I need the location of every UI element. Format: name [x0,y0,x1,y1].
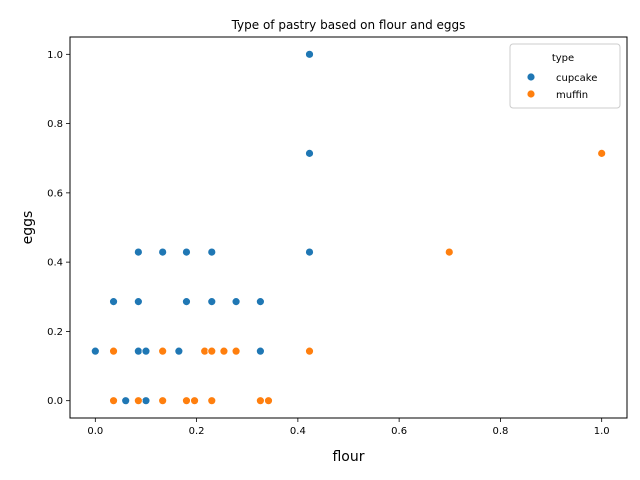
point-cupcake [255,297,265,307]
point-cupcake [133,346,143,356]
point-cupcake [305,247,314,257]
point-cupcake [182,297,191,307]
legend-label-muffin: muffin [556,90,588,101]
point-cupcake [255,346,265,356]
point-muffin [444,247,454,257]
point-muffin [305,346,314,356]
plot-area-frame [69,36,628,419]
y-tick-label: 0.2 [47,327,63,338]
point-muffin [190,396,199,406]
point-muffin [109,396,118,406]
x-tick-label: 0.6 [391,426,407,437]
point-muffin [219,346,229,356]
point-muffin [207,396,217,406]
point-muffin [231,346,241,356]
point-muffin [133,396,143,406]
point-muffin [264,396,273,406]
point-cupcake [231,297,241,307]
x-axis: 0.0 0.2 0.4 0.6 0.8 1.0 [87,418,610,437]
legend-marker-cupcake [526,72,536,82]
legend-label-cupcake: cupcake [556,73,597,84]
point-cupcake [133,297,143,307]
x-tick-label: 1.0 [594,426,610,437]
point-cupcake [207,247,217,257]
chart-title: Type of pastry based on flour and eggs [231,18,466,32]
point-cupcake [305,49,314,59]
legend-title: type [552,53,574,64]
point-cupcake [141,346,151,356]
point-cupcake [141,396,151,406]
point-muffin [255,396,265,406]
y-tick-label: 0.6 [47,188,63,199]
point-cupcake [305,148,314,158]
y-axis: 0.0 0.2 0.4 0.6 0.8 1.0 [47,50,70,407]
legend: type cupcake muffin [509,43,621,109]
point-muffin [597,148,607,158]
point-cupcake [90,346,100,356]
point-cupcake [109,297,118,307]
point-cupcake [158,247,168,257]
y-axis-label: eggs [20,211,36,245]
point-muffin [158,346,168,356]
point-cupcake [207,297,217,307]
legend-marker-muffin [526,89,536,99]
point-cupcake [182,247,191,257]
y-tick-label: 0.4 [47,258,63,269]
x-tick-label: 0.8 [492,426,508,437]
point-cupcake [121,396,131,406]
point-muffin [109,346,118,356]
point-muffin [158,396,168,406]
point-cupcake [133,247,143,257]
point-cupcake [174,346,184,356]
x-tick-label: 0.0 [87,426,103,437]
y-tick-label: 0.0 [47,396,63,407]
data-points [90,49,607,406]
x-tick-label: 0.4 [290,426,306,437]
y-tick-label: 0.8 [47,119,63,130]
point-muffin [207,346,217,356]
x-tick-label: 0.2 [189,426,205,437]
x-axis-label: flour [332,449,364,465]
point-muffin [182,396,191,406]
legend-frame [509,43,621,109]
y-tick-label: 1.0 [47,50,63,61]
